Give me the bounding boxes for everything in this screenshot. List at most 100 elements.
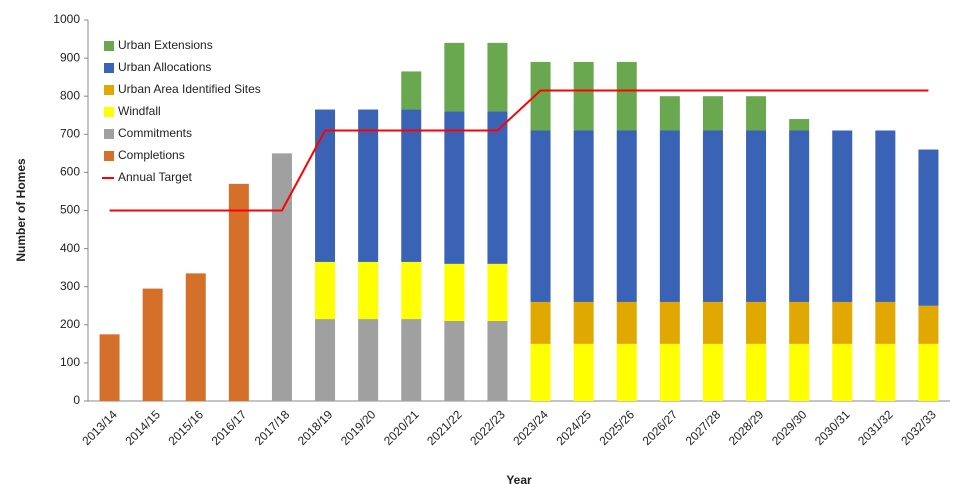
bar-segment — [702, 96, 723, 131]
bar-segment — [746, 301, 767, 344]
bar-segment — [315, 261, 336, 320]
legend-label: Urban Allocations — [118, 60, 211, 74]
x-tick-label: 2022/23 — [467, 407, 508, 448]
x-tick-label: 2013/14 — [79, 407, 120, 448]
x-tick-label: 2030/31 — [812, 407, 853, 448]
bar-segment — [573, 343, 594, 401]
bar-segment — [358, 261, 379, 320]
bar-segment — [616, 301, 637, 344]
x-tick-label: 2024/25 — [553, 407, 594, 448]
bar-segment — [530, 301, 551, 344]
bar-segment — [832, 343, 853, 401]
bar-segment — [401, 71, 422, 110]
bar-segment — [875, 130, 896, 302]
bar-segment — [918, 343, 939, 401]
bar-segment — [616, 61, 637, 131]
bar-segment — [616, 343, 637, 401]
y-tick-label: 0 — [73, 393, 80, 407]
bar-segment — [702, 343, 723, 401]
bar-segment — [746, 343, 767, 401]
bar-segment — [401, 109, 422, 262]
y-tick-label: 800 — [60, 88, 80, 102]
x-tick-label: 2031/32 — [855, 407, 896, 448]
bar-segment — [832, 301, 853, 344]
bar-segment — [659, 301, 680, 344]
bar-segment — [702, 130, 723, 302]
x-tick-label: 2026/27 — [640, 407, 681, 448]
bar-segment — [99, 334, 120, 401]
x-tick-label: 2019/20 — [338, 407, 379, 448]
legend-marker — [104, 107, 114, 117]
legend-label: Urban Area Identified Sites — [118, 82, 261, 96]
bar-segment — [789, 343, 810, 401]
bar-segment — [918, 149, 939, 306]
bar-segment — [401, 261, 422, 320]
x-tick-label: 2028/29 — [726, 407, 767, 448]
x-tick-label: 2021/22 — [424, 407, 465, 448]
x-tick-label: 2020/21 — [381, 407, 422, 448]
bar-segment — [918, 305, 939, 344]
x-tick-label: 2017/18 — [252, 407, 293, 448]
y-tick-label: 500 — [60, 203, 80, 217]
legend-label: Windfall — [118, 104, 161, 118]
x-tick-label: 2023/24 — [510, 407, 551, 448]
bar-segment — [832, 130, 853, 302]
bar-segment — [573, 301, 594, 344]
bar-segment — [444, 263, 465, 321]
bar-segment — [530, 61, 551, 131]
bar-segment — [573, 61, 594, 131]
x-tick-label: 2027/28 — [683, 407, 724, 448]
bar-segment — [358, 319, 379, 401]
bar-segment — [228, 183, 249, 401]
bar-segment — [789, 301, 810, 344]
bar-segment — [185, 273, 206, 401]
x-tick-label: 2032/33 — [898, 407, 939, 448]
bar-segment — [444, 111, 465, 264]
legend-marker — [104, 85, 114, 95]
y-tick-label: 600 — [60, 165, 80, 179]
bar-segment — [789, 119, 810, 131]
y-tick-label: 900 — [60, 50, 80, 64]
bar-segment — [444, 42, 465, 112]
y-tick-label: 700 — [60, 126, 80, 140]
bar-segment — [746, 96, 767, 131]
bar-segment — [142, 288, 163, 401]
x-tick-label: 2025/26 — [597, 407, 638, 448]
legend-label: Urban Extensions — [118, 38, 213, 52]
x-tick-label: 2015/16 — [166, 407, 207, 448]
legend-marker — [104, 63, 114, 73]
bar-segment — [358, 109, 379, 262]
legend-label: Annual Target — [118, 170, 193, 184]
bar-segment — [487, 263, 508, 321]
x-tick-label: 2029/30 — [769, 407, 810, 448]
bar-segment — [659, 343, 680, 401]
bar-segment — [487, 320, 508, 401]
y-tick-label: 200 — [60, 317, 80, 331]
y-tick-label: 100 — [60, 355, 80, 369]
bar-segment — [271, 153, 292, 401]
bar-segment — [659, 130, 680, 302]
y-axis-label: Number of Homes — [14, 158, 28, 262]
bar-segment — [530, 130, 551, 302]
legend-marker — [104, 41, 114, 51]
bar-segment — [315, 319, 336, 401]
bar-segment — [659, 96, 680, 131]
bar-segment — [401, 319, 422, 401]
bar-segment — [875, 343, 896, 401]
y-tick-label: 1000 — [53, 12, 80, 26]
x-axis-label: Year — [506, 473, 532, 484]
x-tick-label: 2016/17 — [209, 407, 250, 448]
x-tick-label: 2018/19 — [295, 407, 336, 448]
y-tick-label: 300 — [60, 279, 80, 293]
y-tick-label: 400 — [60, 241, 80, 255]
bar-segment — [702, 301, 723, 344]
legend-label: Completions — [118, 148, 185, 162]
bar-segment — [616, 130, 637, 302]
bar-segment — [573, 130, 594, 302]
bar-segment — [315, 109, 336, 262]
legend-marker — [104, 129, 114, 139]
target-line — [109, 89, 929, 212]
bar-segment — [746, 130, 767, 302]
legend-label: Commitments — [118, 126, 192, 140]
